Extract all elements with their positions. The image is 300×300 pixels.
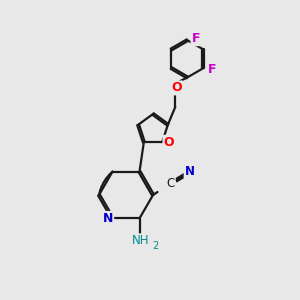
Text: 2: 2 xyxy=(152,241,158,251)
Text: F: F xyxy=(208,63,216,76)
Text: O: O xyxy=(172,81,182,94)
Text: C: C xyxy=(167,177,175,190)
Text: N: N xyxy=(103,212,113,225)
Text: N: N xyxy=(184,165,195,178)
Text: O: O xyxy=(164,136,174,149)
Text: NH: NH xyxy=(132,234,150,248)
Text: F: F xyxy=(191,32,200,45)
